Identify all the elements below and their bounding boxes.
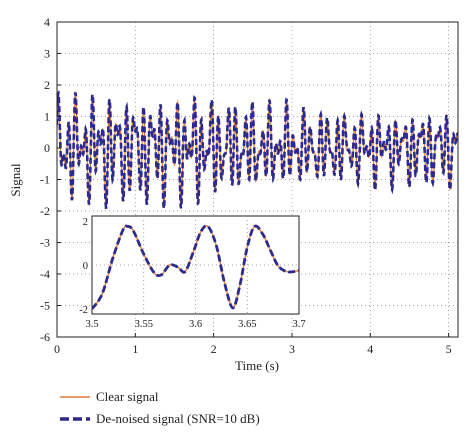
x-tick-label: 2 <box>211 342 217 356</box>
x-tick-label: 3 <box>289 342 295 356</box>
inset-x-tick-label: 3.5 <box>85 319 98 330</box>
y-axis-label: Signal <box>8 163 23 197</box>
inset-x-tick-label: 3.6 <box>189 319 202 330</box>
y-tick-label: -6 <box>40 330 50 344</box>
inset-x-tick-label: 3.65 <box>238 319 256 330</box>
legend-label-clear: Clear signal <box>96 389 159 404</box>
inset-traces <box>92 224 299 310</box>
y-tick-label: -1 <box>40 173 50 187</box>
x-tick-label: 1 <box>132 342 138 356</box>
grid-lines <box>57 21 458 338</box>
y-tick-label: 4 <box>44 15 50 29</box>
y-tick-label: -2 <box>40 204 50 218</box>
inset-y-tick-label: 0 <box>83 261 88 272</box>
axis-tick-labels: 0 1 2 3 4 5 4 3 2 1 0 -1 -2 -3 -4 -5 -6 <box>40 15 452 356</box>
x-tick-label: 4 <box>367 342 373 356</box>
x-tick-label: 5 <box>446 342 452 356</box>
x-tick-label: 0 <box>54 342 60 356</box>
y-tick-label: 3 <box>44 47 50 61</box>
y-tick-label: 2 <box>44 78 50 92</box>
inset-tick-labels: 3.5 3.55 3.6 3.65 3.7 2 0 -2 <box>79 217 305 330</box>
y-tick-label: 0 <box>44 141 50 155</box>
inset-denoised-signal-line <box>92 224 299 310</box>
inset-y-tick-label: 2 <box>83 217 88 228</box>
y-tick-label: -5 <box>40 299 50 313</box>
denoised-signal-line <box>57 90 458 210</box>
inset-y-tick-label: -2 <box>79 305 88 316</box>
inset-x-tick-label: 3.7 <box>292 319 305 330</box>
x-axis-label: Time (s) <box>235 358 279 373</box>
signal-traces <box>57 90 458 210</box>
legend-label-denoised: De-noised signal (SNR=10 dB) <box>96 411 260 426</box>
inset-grid-lines <box>92 216 299 314</box>
inset-x-tick-label: 3.55 <box>135 319 153 330</box>
y-tick-label: -4 <box>40 267 50 281</box>
y-tick-label: 1 <box>44 110 50 124</box>
y-tick-label: -3 <box>40 236 50 250</box>
